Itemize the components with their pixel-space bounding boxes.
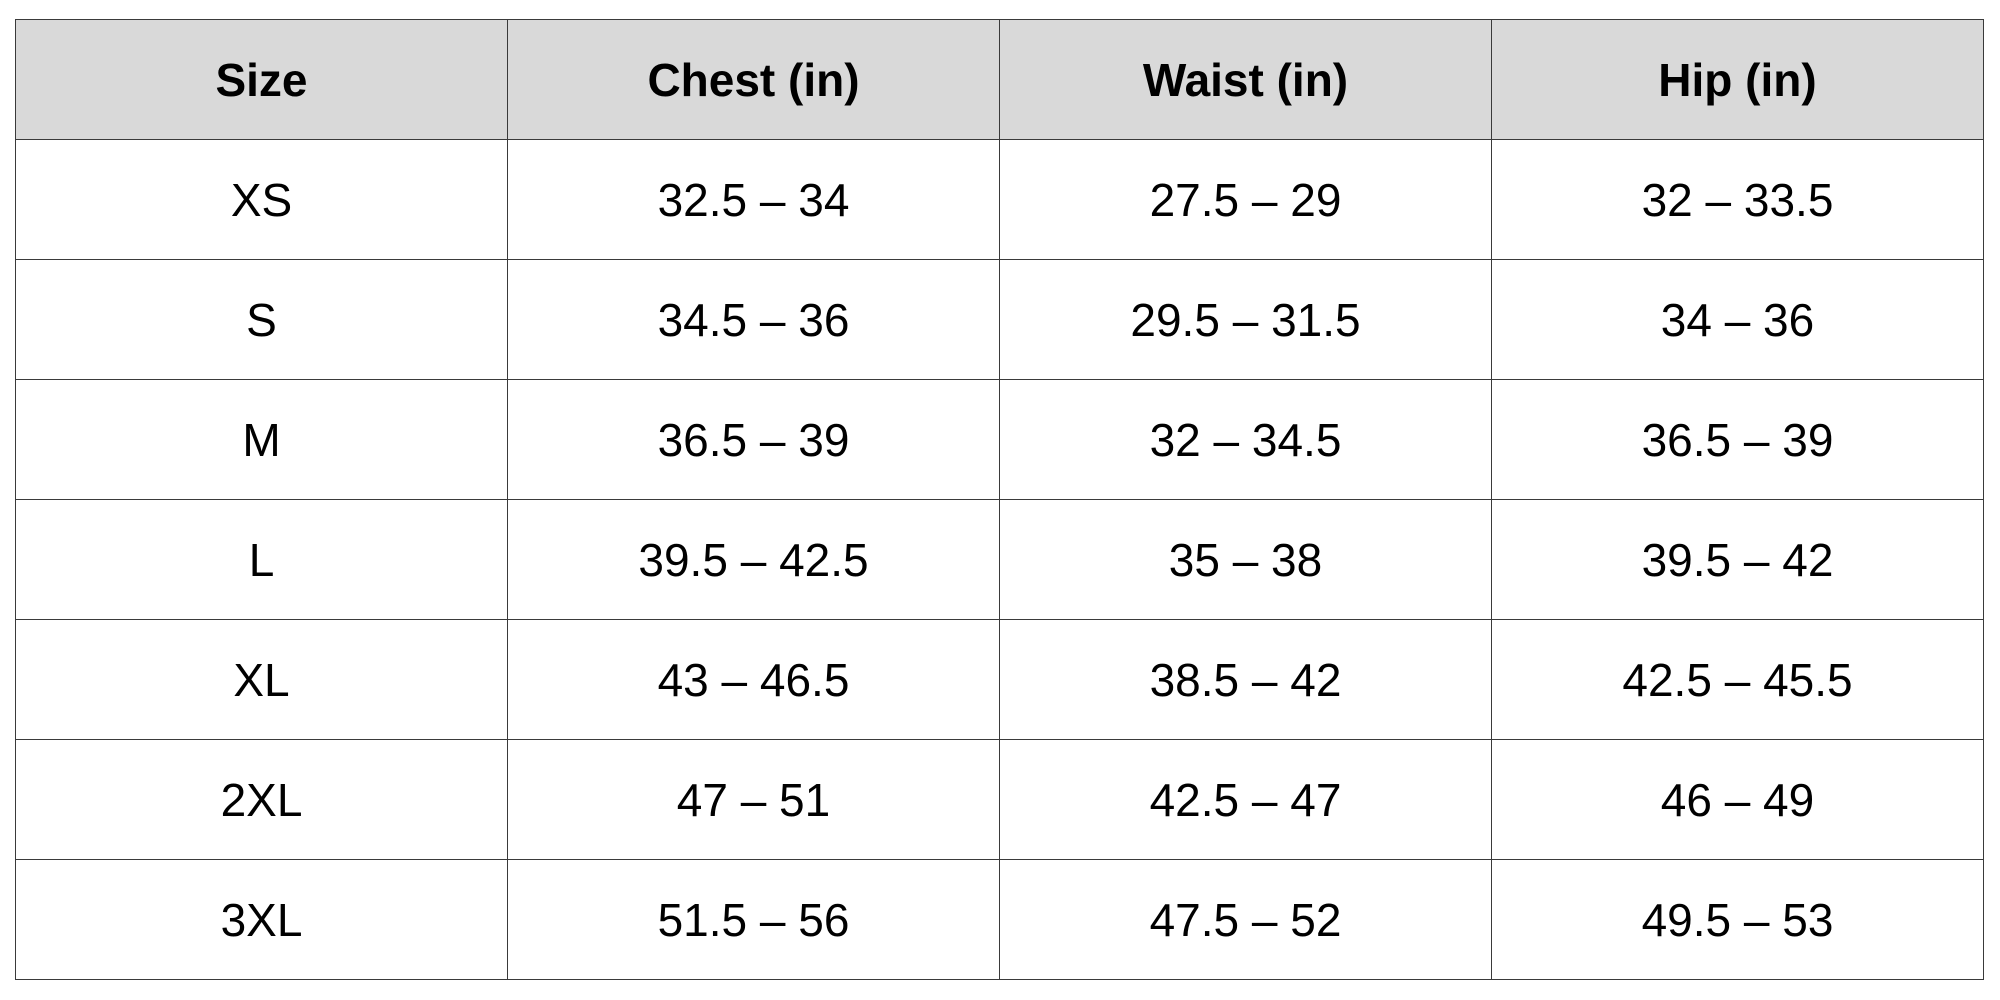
hip-cell: 39.5 – 42 xyxy=(1491,499,1984,620)
size-cell: XL xyxy=(15,619,508,740)
table-row: L 39.5 – 42.5 35 – 38 39.5 – 42 xyxy=(15,499,1984,620)
size-cell: L xyxy=(15,499,508,620)
hip-cell: 46 – 49 xyxy=(1491,739,1984,860)
chest-cell: 47 – 51 xyxy=(507,739,1000,860)
column-header-hip: Hip (in) xyxy=(1491,19,1984,140)
size-chart-body: XS 32.5 – 34 27.5 – 29 32 – 33.5 S 34.5 … xyxy=(15,139,1984,980)
waist-cell: 42.5 – 47 xyxy=(999,739,1492,860)
waist-cell: 38.5 – 42 xyxy=(999,619,1492,740)
size-chart-table: Size Chest (in) Waist (in) Hip (in) XS 3… xyxy=(15,19,1984,980)
column-header-chest: Chest (in) xyxy=(507,19,1000,140)
chest-cell: 43 – 46.5 xyxy=(507,619,1000,740)
size-cell: 2XL xyxy=(15,739,508,860)
waist-cell: 35 – 38 xyxy=(999,499,1492,620)
hip-cell: 49.5 – 53 xyxy=(1491,859,1984,980)
size-chart-header: Size Chest (in) Waist (in) Hip (in) xyxy=(15,19,1984,140)
chest-cell: 39.5 – 42.5 xyxy=(507,499,1000,620)
chest-cell: 32.5 – 34 xyxy=(507,139,1000,260)
table-row: 2XL 47 – 51 42.5 – 47 46 – 49 xyxy=(15,739,1984,860)
chest-cell: 51.5 – 56 xyxy=(507,859,1000,980)
table-row: M 36.5 – 39 32 – 34.5 36.5 – 39 xyxy=(15,379,1984,500)
hip-cell: 34 – 36 xyxy=(1491,259,1984,380)
table-row: 3XL 51.5 – 56 47.5 – 52 49.5 – 53 xyxy=(15,859,1984,980)
column-header-size: Size xyxy=(15,19,508,140)
waist-cell: 32 – 34.5 xyxy=(999,379,1492,500)
waist-cell: 27.5 – 29 xyxy=(999,139,1492,260)
header-row: Size Chest (in) Waist (in) Hip (in) xyxy=(15,19,1984,140)
size-cell: S xyxy=(15,259,508,380)
table-row: XS 32.5 – 34 27.5 – 29 32 – 33.5 xyxy=(15,139,1984,260)
chest-cell: 36.5 – 39 xyxy=(507,379,1000,500)
size-chart-container: Size Chest (in) Waist (in) Hip (in) XS 3… xyxy=(15,19,1984,980)
hip-cell: 42.5 – 45.5 xyxy=(1491,619,1984,740)
size-cell: XS xyxy=(15,139,508,260)
column-header-waist: Waist (in) xyxy=(999,19,1492,140)
chest-cell: 34.5 – 36 xyxy=(507,259,1000,380)
waist-cell: 29.5 – 31.5 xyxy=(999,259,1492,380)
waist-cell: 47.5 – 52 xyxy=(999,859,1492,980)
hip-cell: 32 – 33.5 xyxy=(1491,139,1984,260)
table-row: XL 43 – 46.5 38.5 – 42 42.5 – 45.5 xyxy=(15,619,1984,740)
size-cell: 3XL xyxy=(15,859,508,980)
table-row: S 34.5 – 36 29.5 – 31.5 34 – 36 xyxy=(15,259,1984,380)
hip-cell: 36.5 – 39 xyxy=(1491,379,1984,500)
size-cell: M xyxy=(15,379,508,500)
